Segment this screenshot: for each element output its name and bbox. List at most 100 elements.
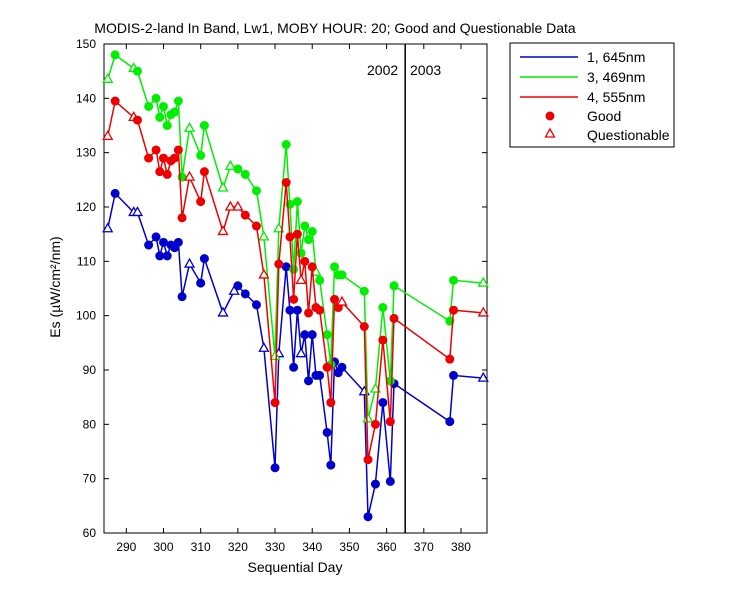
questionable-point: [131, 206, 144, 217]
good-point: [300, 221, 310, 231]
good-point: [162, 251, 172, 261]
good-point: [240, 169, 250, 179]
good-point: [151, 145, 161, 155]
good-point: [292, 229, 302, 239]
good-point: [162, 169, 172, 179]
good-point: [151, 232, 161, 242]
y-tick-label: 70: [83, 472, 97, 486]
questionable-point: [336, 295, 348, 306]
questionable-point: [217, 306, 229, 317]
good-point: [326, 460, 336, 470]
legend-label-645: 1, 645nm: [587, 49, 645, 65]
good-point: [385, 476, 395, 486]
good-point: [289, 264, 299, 274]
good-point: [445, 354, 455, 364]
good-point: [196, 278, 206, 288]
good-point: [144, 101, 154, 111]
y-tick-label: 90: [83, 363, 97, 377]
good-point: [389, 313, 399, 323]
y-tick-label: 60: [83, 526, 97, 540]
good-point: [196, 197, 206, 207]
questionable-point: [228, 284, 240, 295]
questionable-point: [477, 371, 489, 382]
good-point: [322, 427, 332, 437]
questionable-point: [183, 170, 196, 181]
x-tick-label: 290: [116, 540, 136, 554]
good-point: [304, 308, 314, 318]
x-tick-label: 370: [414, 540, 434, 554]
legend-label-questionable: Questionable: [587, 127, 670, 143]
questionable-point: [477, 306, 489, 317]
questionable-point: [258, 230, 270, 241]
legend-questionable-marker: [544, 127, 556, 138]
questionable-point: [310, 265, 322, 276]
good-point: [177, 213, 187, 223]
good-point: [251, 186, 261, 196]
questionable-point: [477, 276, 489, 287]
x-tick-label: 320: [228, 540, 248, 554]
good-point: [307, 330, 317, 340]
good-point: [449, 275, 459, 285]
year-label-right: 2003: [410, 62, 441, 78]
legend-label-469: 3, 469nm: [587, 69, 645, 85]
good-point: [240, 210, 250, 220]
good-point: [251, 300, 261, 310]
good-point: [289, 294, 299, 304]
questionable-point: [258, 268, 270, 279]
questionable-point: [102, 222, 114, 233]
good-point: [300, 256, 310, 266]
good-point: [170, 153, 180, 163]
good-point: [240, 289, 250, 299]
legend-label-good: Good: [587, 108, 621, 124]
good-point: [359, 286, 369, 296]
good-point: [322, 330, 332, 340]
x-tick-label: 300: [153, 540, 173, 554]
questionable-point: [183, 257, 196, 268]
y-tick-label: 140: [76, 91, 96, 105]
y-tick-label: 130: [76, 146, 96, 160]
good-point: [281, 262, 291, 272]
good-point: [270, 463, 280, 473]
good-point: [389, 281, 399, 291]
good-point: [158, 153, 168, 163]
good-point: [110, 188, 120, 198]
x-tick-label: 340: [302, 540, 322, 554]
good-point: [292, 305, 302, 315]
good-point: [445, 417, 455, 427]
good-point: [251, 221, 261, 231]
good-point: [315, 275, 325, 285]
good-point: [155, 251, 165, 261]
good-point: [307, 226, 317, 236]
questionable-point: [217, 225, 229, 236]
good-point: [144, 240, 154, 250]
y-tick-label: 80: [83, 417, 97, 431]
x-axis-label: Sequential Day: [248, 559, 343, 575]
good-point: [378, 335, 388, 345]
good-point: [385, 417, 395, 427]
legend-good-marker: [545, 111, 555, 121]
good-point: [289, 362, 299, 372]
x-tick-label: 330: [265, 540, 285, 554]
good-point: [315, 370, 325, 380]
good-point: [158, 101, 168, 111]
plot-frame: [103, 43, 488, 534]
good-point: [304, 376, 314, 386]
good-point: [378, 398, 388, 408]
year-label-left: 2002: [367, 62, 398, 78]
questionable-point: [102, 72, 114, 83]
questionable-point: [369, 382, 382, 393]
good-point: [449, 370, 459, 380]
questionable-point: [217, 181, 229, 192]
x-tick-label: 380: [451, 540, 471, 554]
questionable-point: [269, 350, 281, 361]
good-point: [199, 167, 209, 177]
good-point: [144, 153, 154, 163]
good-point: [151, 93, 161, 103]
questionable-point: [295, 274, 307, 285]
good-point: [170, 107, 180, 117]
good-point: [274, 259, 284, 269]
y-tick-label: 110: [77, 254, 96, 268]
good-point: [270, 398, 280, 408]
plot-area: 290 300 310 320 330 340 350 360 370 380 60 70 80 90 10…: [76, 37, 489, 554]
good-point: [158, 237, 168, 247]
